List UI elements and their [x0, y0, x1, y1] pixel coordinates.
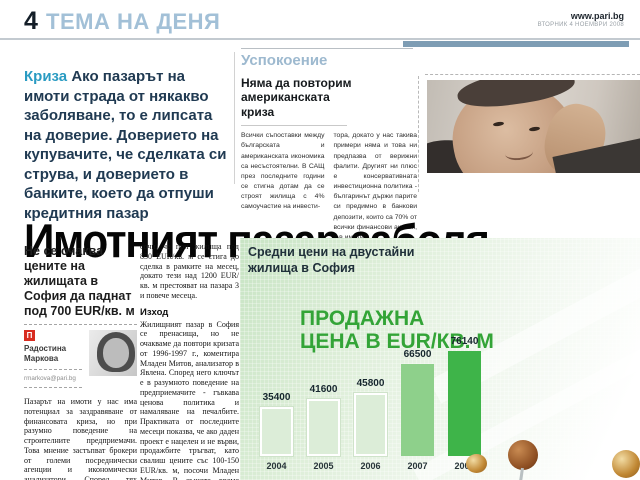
intro-label: Криза	[24, 68, 68, 85]
bar-cell: 41600 2005	[306, 384, 341, 472]
bar-value-label: 76140	[450, 336, 479, 347]
subhead-izhod: Изход	[140, 306, 169, 318]
portrait-detail	[103, 338, 129, 368]
bar-year-label: 2005	[313, 461, 334, 471]
bar-value-label: 45800	[356, 378, 385, 389]
column-rule	[234, 52, 235, 184]
bar	[306, 398, 341, 457]
dashed-divider	[24, 324, 137, 325]
article-paragraph: сочи, че при жилища под 850 EUR/кв. м се…	[140, 242, 239, 300]
bar-year-label: 2004	[266, 461, 287, 471]
article-column-1: Не се очаква цените на жилищата в София …	[24, 244, 137, 480]
byline-author: Радостина Маркова	[24, 344, 67, 363]
bar	[353, 392, 388, 457]
price-infographic: Средни цени на двустайни жилища в София …	[240, 238, 640, 480]
bar-cell: 76140 2008	[448, 336, 481, 472]
bar-cell: 66500 2007	[401, 349, 434, 472]
chart-big-label: ПРОДАЖНА ЦЕНА В EUR/КВ. М	[300, 307, 494, 353]
article-column-2: сочи, че при жилища под 850 EUR/кв. м се…	[140, 242, 239, 480]
page-number: 4	[24, 7, 38, 35]
bar	[401, 364, 434, 456]
bar-value-label: 66500	[403, 349, 432, 360]
sidebox-rule	[241, 48, 413, 49]
bar-value-label: 35400	[262, 392, 291, 403]
coin-icon	[612, 450, 640, 478]
column-dashed-rule	[418, 76, 419, 192]
blue-band	[403, 41, 629, 47]
sidebox-subtitle: Няма да повторим американската криза	[241, 76, 352, 119]
coin-icon	[466, 454, 487, 473]
photo-dashed-rule	[425, 74, 640, 75]
article-paragraph: Жилищният пазар в София се пренасища, но…	[140, 319, 239, 480]
section-title: ТЕМА НА ДЕНЯ	[46, 9, 221, 34]
intro-paragraph: Криза Ако пазарът на имоти страда от няк…	[24, 67, 230, 223]
bar-year-label: 2007	[407, 461, 428, 471]
dashed-divider	[24, 369, 82, 370]
bar-chart: 35400 2004 41600 2005 45800 2006 66500 2007 7614…	[259, 336, 481, 472]
byline-email: rmarkova@pari.bg	[24, 375, 76, 382]
date-line: ВТОРНИК 4 НОЕМВРИ 2008	[537, 22, 624, 28]
article-dek: Не се очаква цените на жилищата в София …	[24, 244, 135, 318]
bar-value-label: 41600	[309, 384, 338, 395]
website-url: www.pari.bg	[570, 11, 624, 21]
sidebox-col-1: Всички съпоставки между българската и ам…	[241, 132, 325, 211]
bar	[259, 406, 294, 457]
bar-year-label: 2006	[360, 461, 381, 471]
coin-icon	[508, 440, 538, 470]
author-photo	[89, 330, 137, 376]
byline-block: П Радостина Маркова rmarkova@pari.bg	[24, 330, 137, 393]
header-right: www.pari.bg ВТОРНИК 4 НОЕМВРИ 2008	[538, 11, 624, 28]
sidebox-col2-text: тора, докато у нас такива примери няма и…	[333, 132, 418, 241]
chart-big-label-line1: ПРОДАЖНА	[300, 307, 425, 330]
bar-cell: 45800 2006	[353, 378, 388, 472]
commentator-photo	[427, 80, 640, 173]
chart-title: Средни цени на двустайни жилища в София	[248, 245, 415, 275]
chart-big-label-line2: ЦЕНА В EUR/КВ. М	[300, 329, 494, 353]
bar	[448, 351, 481, 456]
header-rule	[0, 38, 640, 40]
intro-text: Ако пазарът на имоти страда от някакво з…	[24, 68, 227, 222]
bar-year-label: 2008	[454, 461, 475, 471]
pari-logo-icon: П	[24, 330, 35, 341]
page-header: 4 ТЕМА НА ДЕНЯ www.pari.bg ВТОРНИК 4 НОЕ…	[0, 0, 640, 38]
sidebox-title: Успокоение	[241, 52, 328, 69]
article-paragraph: Пазарът на имоти у нас има потенциал за …	[24, 397, 137, 480]
sidebox-subrule	[241, 125, 347, 127]
byline-left: П Радостина Маркова rmarkova@pari.bg	[24, 330, 82, 393]
bar-cell: 35400 2004	[259, 392, 294, 472]
dashed-divider	[24, 387, 82, 388]
